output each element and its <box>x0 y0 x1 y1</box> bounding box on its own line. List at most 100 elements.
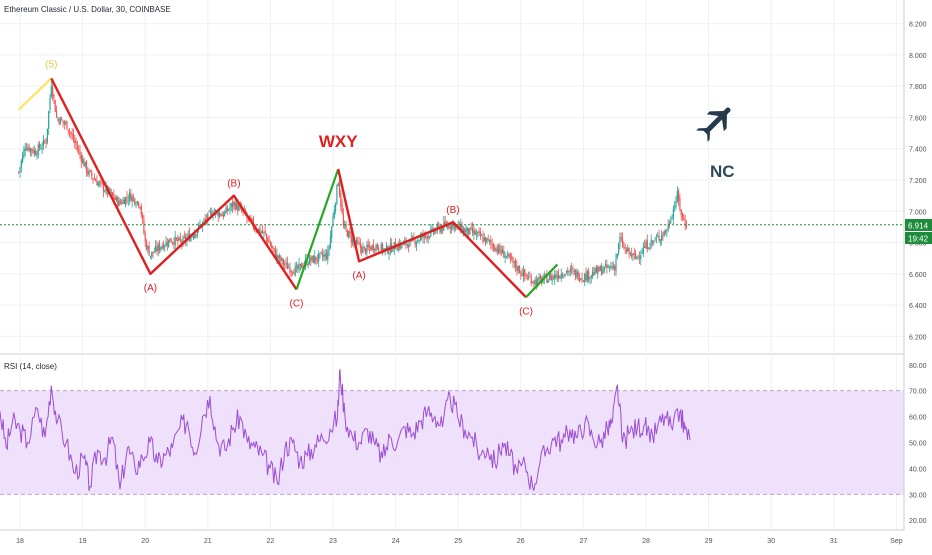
candle-body <box>361 246 363 253</box>
candle-body <box>59 117 62 125</box>
candle-body <box>250 217 252 220</box>
candle-body <box>593 272 595 275</box>
candle-body <box>627 248 629 252</box>
candle-body <box>328 246 330 252</box>
candle-body <box>310 258 312 261</box>
candle-body <box>222 213 225 217</box>
candle-body <box>671 217 673 220</box>
candle-body <box>513 261 515 263</box>
candle-body <box>168 239 170 247</box>
candle-body <box>97 182 99 186</box>
candle-body <box>182 237 184 246</box>
candle-body <box>228 209 230 211</box>
candle-body <box>406 244 408 246</box>
candle-body <box>648 248 650 250</box>
candle-body <box>409 239 411 247</box>
time-axis[interactable]: 18 19 20 21 22 23 24 25 26 27 28 29 30 31 Sep <box>16 538 903 545</box>
candle-body <box>602 270 604 275</box>
candle-body <box>507 253 509 257</box>
candle-body <box>286 262 288 270</box>
candle-body <box>291 272 294 273</box>
chart-title[interactable]: Ethereum Classic / U.S. Dollar, 30, COIN… <box>4 5 171 14</box>
candle-body <box>474 231 476 235</box>
price-tick-label: 6.200 <box>909 334 927 341</box>
candle-body <box>54 100 56 112</box>
candle-body <box>375 245 377 252</box>
candle-body <box>269 242 271 246</box>
candle-body <box>618 243 620 254</box>
candle-body <box>486 237 488 243</box>
candle-body <box>481 235 483 237</box>
candle-body <box>363 246 365 248</box>
candle-body <box>488 239 491 241</box>
price-tick-label: 6.400 <box>909 303 927 310</box>
time-tick-label: Sep <box>890 538 903 545</box>
candle-body <box>680 209 682 215</box>
time-tick-label: 29 <box>705 538 713 545</box>
candle-body <box>586 271 588 281</box>
candle-body <box>378 247 380 251</box>
candle-body <box>670 220 672 223</box>
time-tick-label: 19 <box>79 538 87 545</box>
candle-body <box>552 276 555 278</box>
candle-body <box>132 197 135 199</box>
candle-body <box>565 271 568 273</box>
candle-body <box>320 252 322 254</box>
candle-body <box>83 158 85 167</box>
candle-body <box>537 278 539 285</box>
candle-body <box>560 273 562 278</box>
candle-body <box>251 218 253 220</box>
candle-body <box>551 276 553 282</box>
candle-body <box>644 245 646 248</box>
candle-body <box>521 273 523 277</box>
candle-body <box>585 273 587 281</box>
candle-body <box>122 199 124 204</box>
candle-body <box>70 131 72 134</box>
candle-body <box>487 238 489 240</box>
candle-body <box>370 247 372 251</box>
candle-body <box>280 256 282 261</box>
candle-body <box>495 247 497 251</box>
candle-body <box>165 241 167 247</box>
candle-body <box>40 148 42 150</box>
candle-body <box>311 255 313 260</box>
wave-lines <box>17 77 559 299</box>
candle-body <box>475 232 478 235</box>
time-tick-label: 26 <box>517 538 525 545</box>
candle-body <box>294 266 296 276</box>
price-tick-label: 7.400 <box>909 147 927 154</box>
time-tick-label: 18 <box>16 538 24 545</box>
candle-body <box>204 219 206 221</box>
candle-body <box>601 266 603 275</box>
candle-body <box>350 235 352 243</box>
candle-body <box>153 252 155 254</box>
candle-body <box>282 259 285 265</box>
candle-body <box>526 278 528 280</box>
candle-body <box>345 223 347 229</box>
candle-body <box>577 271 579 280</box>
candle-body <box>418 240 420 242</box>
candle-body <box>385 245 388 250</box>
candle-body <box>267 237 269 243</box>
candle-body <box>332 216 334 227</box>
candle-body <box>275 250 277 259</box>
candle-body <box>72 134 75 141</box>
wave-x-line <box>295 168 340 290</box>
candle-body <box>318 253 320 262</box>
time-tick-label: 25 <box>454 538 462 545</box>
candle-body <box>539 276 541 279</box>
candle-body <box>365 248 367 254</box>
candle-body <box>298 263 300 270</box>
candle-body <box>681 213 684 218</box>
candle-body <box>657 236 659 237</box>
price-axis[interactable]: 6.200 6.400 6.600 6.800 7.000 7.200 7.400 7.600… <box>909 22 927 342</box>
candle-body <box>634 253 637 259</box>
candle-body <box>625 249 628 253</box>
candle-body <box>589 277 591 279</box>
rsi-axis[interactable]: 20.00 30.00 40.00 50.00 60.00 70.00 80.00 <box>909 363 927 525</box>
candle-body <box>319 252 321 254</box>
rsi-title[interactable]: RSI (14, close) <box>4 362 57 371</box>
candle-body <box>440 227 442 233</box>
candle-body <box>374 249 376 251</box>
